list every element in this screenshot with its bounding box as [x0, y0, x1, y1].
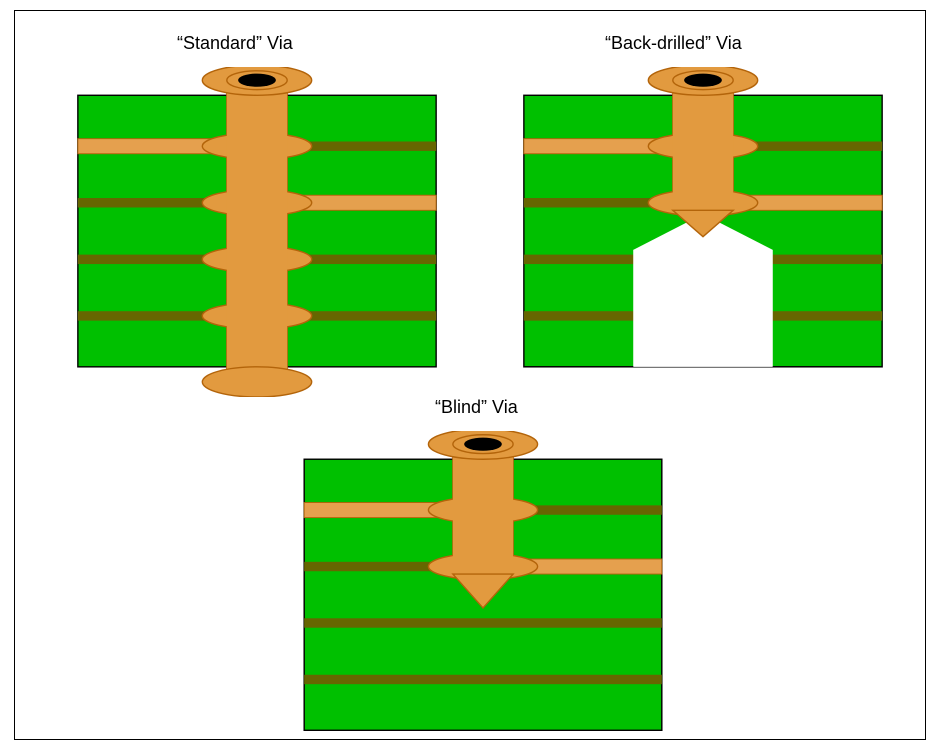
via-barrel-front	[227, 78, 287, 383]
via-barrel-front	[453, 442, 513, 574]
inner-layer-3	[304, 618, 662, 627]
via-barrel-front	[673, 78, 733, 210]
diagram-frame: “Standard” Via “Back-drilled” Via “Blind…	[14, 10, 926, 740]
back-drilled-via-label: “Back-drilled” Via	[605, 33, 742, 54]
standard-via-diagram	[67, 67, 447, 397]
back-drilled-via-diagram	[513, 67, 893, 397]
standard-via-label: “Standard” Via	[177, 33, 293, 54]
page: “Standard” Via “Back-drilled” Via “Blind…	[0, 0, 942, 753]
via-hole-icon	[464, 438, 502, 451]
blind-via-diagram	[293, 431, 673, 751]
blind-via-label: “Blind” Via	[435, 397, 518, 418]
via-hole-icon	[684, 74, 722, 87]
via-hole-icon	[238, 74, 276, 87]
via-structure	[648, 67, 757, 237]
inner-layer-4	[304, 675, 662, 684]
via-bottom-pad	[202, 367, 311, 397]
